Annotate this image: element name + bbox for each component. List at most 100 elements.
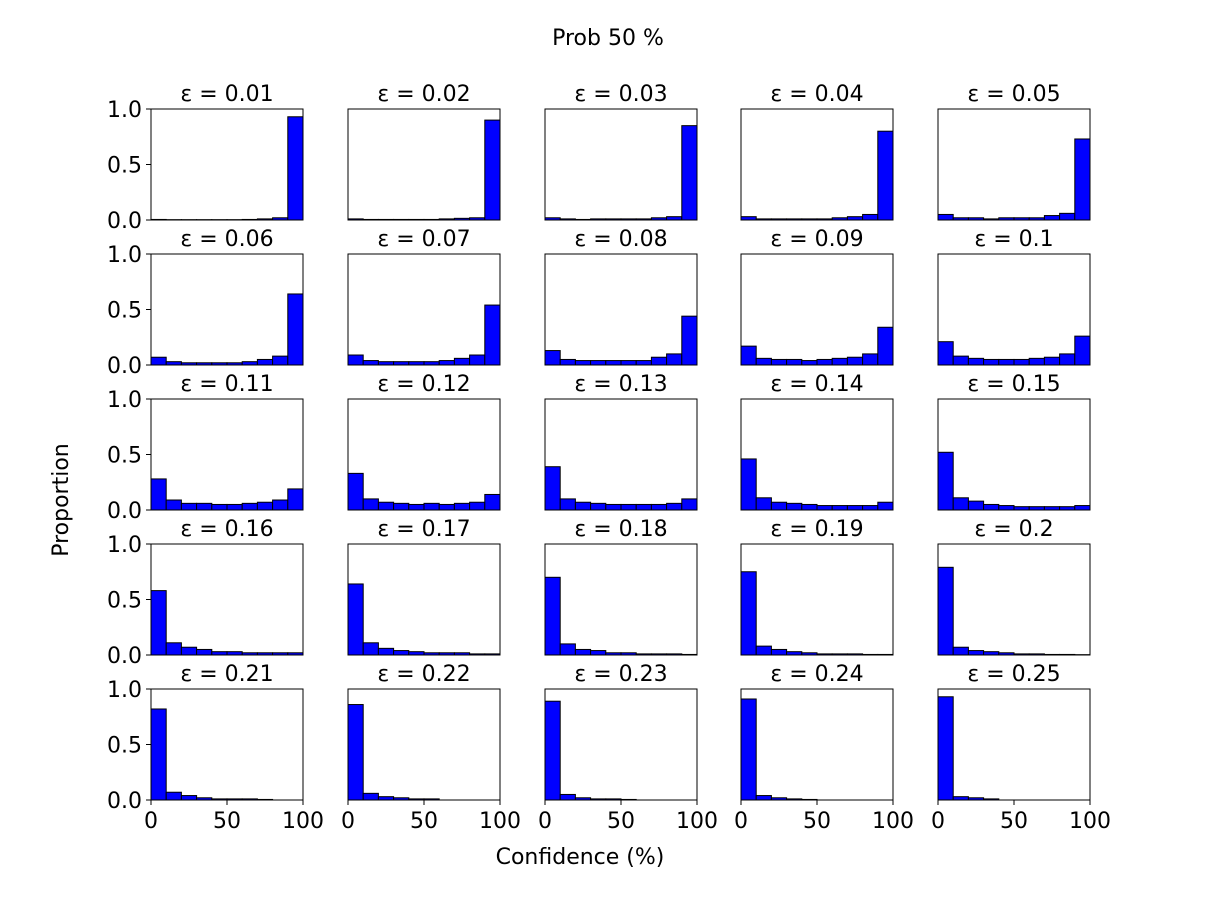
axes-frame [347, 398, 501, 511]
panel-title: ε = 0.18 [574, 517, 667, 542]
histogram-bar [1043, 356, 1061, 366]
histogram-bar [544, 466, 561, 511]
histogram-bar [681, 125, 698, 221]
histogram-bar [937, 451, 954, 511]
histogram-bar [786, 502, 803, 511]
histogram-bar [377, 647, 395, 656]
y-tick-label: 0.5 [107, 589, 142, 614]
histogram-bar [998, 505, 1015, 511]
x-tick-label: 50 [410, 809, 438, 834]
histogram-bar [287, 293, 304, 366]
histogram-bar [635, 360, 652, 366]
histogram-bar [362, 360, 379, 366]
histogram-bar [377, 501, 395, 511]
panel-title: ε = 0.07 [377, 227, 470, 252]
panel: ε = 0.2 [937, 517, 1091, 656]
histogram-bar [590, 360, 607, 366]
histogram-bar [241, 502, 258, 511]
y-tick-label: 1.0 [107, 98, 142, 123]
panel: ε = 0.01 0.0 0.5 1.0 [107, 82, 304, 234]
histogram-bar [967, 650, 985, 656]
histogram-bar [620, 503, 637, 511]
y-tick-label: 0.0 [107, 354, 142, 379]
axes-frame [740, 543, 894, 656]
panel: ε = 0.02 [347, 82, 501, 221]
panel-title: ε = 0.16 [180, 517, 273, 542]
histogram-bar [755, 645, 772, 656]
histogram-bar [937, 341, 954, 366]
histogram-bar [150, 708, 167, 801]
x-tick-label: 50 [213, 809, 241, 834]
histogram-bar [1013, 358, 1030, 366]
x-tick-label: 0 [931, 809, 945, 834]
panel-title: ε = 0.02 [377, 82, 470, 107]
histogram-bar [165, 642, 182, 656]
histogram-bar [650, 503, 668, 511]
histogram-bar [1043, 215, 1061, 221]
histogram-bar [196, 648, 213, 656]
histogram-bar [983, 358, 1000, 366]
histogram-bar [846, 356, 864, 366]
y-tick-label: 0.0 [107, 789, 142, 814]
panel: ε = 0.03 [544, 82, 698, 221]
histogram-bar [983, 503, 1000, 511]
x-tick-label: 50 [607, 809, 635, 834]
panel-title: ε = 0.05 [967, 82, 1060, 107]
panel-title: ε = 0.21 [180, 662, 273, 687]
y-tick-label: 1.0 [107, 533, 142, 558]
panel: ε = 0.15 [937, 372, 1091, 511]
histogram-bar [544, 576, 561, 656]
y-tick-label: 0.5 [107, 444, 142, 469]
panel-title: ε = 0.03 [574, 82, 667, 107]
axes-frame [937, 253, 1091, 366]
histogram-bar [831, 357, 848, 366]
histogram-bar [877, 501, 894, 511]
panel-title: ε = 0.19 [770, 517, 863, 542]
axes-frame [937, 398, 1091, 511]
histogram-bar [347, 583, 364, 656]
y-tick-label: 1.0 [107, 243, 142, 268]
histogram-bar [484, 304, 501, 366]
panel: ε = 0.25 0 50 100 [931, 662, 1111, 834]
panel: ε = 0.17 [347, 517, 501, 656]
histogram-bar [362, 792, 379, 801]
panel-title: ε = 0.22 [377, 662, 470, 687]
x-tick-label: 0 [341, 809, 355, 834]
histogram-bar [469, 354, 486, 366]
x-tick-label: 50 [803, 809, 831, 834]
panel-title: ε = 0.09 [770, 227, 863, 252]
y-tick-label: 0.5 [107, 734, 142, 759]
histogram-bar [453, 357, 471, 366]
histogram-bar [1059, 353, 1076, 366]
histogram-bar [952, 355, 969, 366]
histogram-bar [862, 353, 879, 366]
histogram-bar [484, 493, 501, 511]
histogram-bar [393, 502, 410, 511]
histogram-bar [937, 566, 954, 656]
axes-frame [150, 108, 304, 221]
panel: ε = 0.18 [544, 517, 698, 656]
histogram-bar [559, 793, 576, 801]
histogram-bar [287, 116, 304, 221]
histogram-bar [574, 360, 592, 366]
histogram-bar [484, 119, 501, 221]
histogram-bar [256, 358, 274, 366]
panel: ε = 0.04 [740, 82, 894, 221]
histogram-bar [770, 501, 788, 511]
axes-frame [740, 688, 894, 801]
axes-frame [937, 688, 1091, 801]
y-tick-label: 0.0 [107, 209, 142, 234]
histogram-bar [877, 326, 894, 366]
histogram-bar [590, 650, 607, 656]
histogram-bar [423, 502, 440, 511]
histogram-bar [846, 505, 864, 511]
panel: ε = 0.24 0 50 100 [734, 662, 914, 834]
histogram-bar [150, 478, 167, 511]
axes-frame [150, 398, 304, 511]
histogram-bar [272, 499, 289, 511]
histogram-bar [816, 505, 833, 511]
histogram-bar [150, 590, 167, 656]
histogram-bar [681, 315, 698, 366]
histogram-bar [362, 642, 379, 656]
histogram-bar [393, 650, 410, 656]
